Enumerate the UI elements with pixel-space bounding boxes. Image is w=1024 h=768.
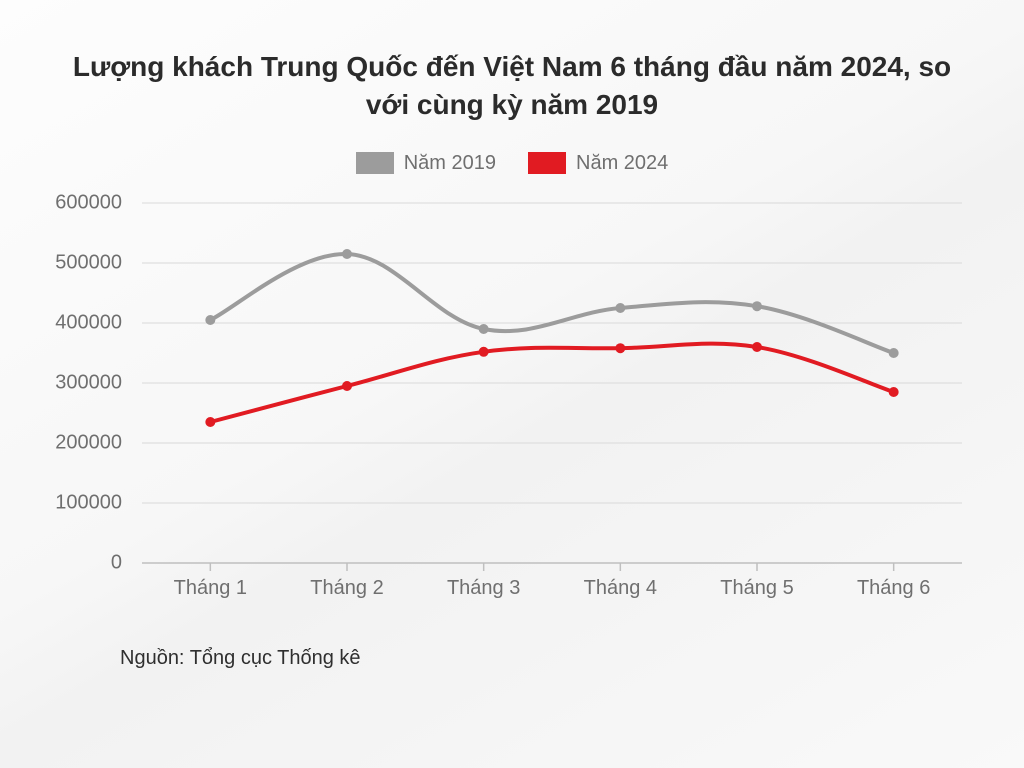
- x-tick-label: Tháng 6: [834, 577, 954, 600]
- legend-item: Năm 2019: [356, 152, 496, 175]
- series-marker: [889, 387, 899, 397]
- legend-item: Năm 2024: [528, 152, 668, 175]
- series-marker: [752, 301, 762, 311]
- series-marker: [205, 315, 215, 325]
- series-marker: [615, 343, 625, 353]
- x-tick-label: Tháng 4: [560, 577, 680, 600]
- x-tick-label: Tháng 1: [150, 577, 270, 600]
- y-tick-label: 400000: [42, 311, 122, 334]
- legend-swatch: [356, 152, 394, 174]
- series-marker: [342, 249, 352, 259]
- legend-label: Năm 2019: [404, 152, 496, 175]
- series-marker: [752, 342, 762, 352]
- x-tick-label: Tháng 3: [424, 577, 544, 600]
- y-tick-label: 200000: [42, 431, 122, 454]
- series-marker: [342, 381, 352, 391]
- x-tick-label: Tháng 2: [287, 577, 407, 600]
- y-tick-label: 600000: [42, 191, 122, 214]
- y-tick-label: 300000: [42, 371, 122, 394]
- y-tick-label: 100000: [42, 491, 122, 514]
- series-marker: [479, 324, 489, 334]
- y-tick-label: 0: [42, 551, 122, 574]
- chart-svg: [42, 183, 982, 613]
- y-tick-label: 500000: [42, 251, 122, 274]
- chart-container: Lượng khách Trung Quốc đến Việt Nam 6 th…: [0, 0, 1024, 768]
- source-text: Nguồn: Tổng cục Thống kê: [120, 647, 984, 670]
- chart-area: 0 100000 200000 300000 400000 500000 600000 Thá…: [42, 183, 982, 613]
- x-tick-label: Tháng 5: [697, 577, 817, 600]
- series-marker: [479, 346, 489, 356]
- legend-label: Năm 2024: [576, 152, 668, 175]
- legend: Năm 2019 Năm 2024: [40, 152, 984, 175]
- series-line: [210, 254, 893, 353]
- series-marker: [205, 417, 215, 427]
- series-marker: [615, 303, 625, 313]
- legend-swatch: [528, 152, 566, 174]
- series-marker: [889, 348, 899, 358]
- chart-title: Lượng khách Trung Quốc đến Việt Nam 6 th…: [72, 48, 952, 124]
